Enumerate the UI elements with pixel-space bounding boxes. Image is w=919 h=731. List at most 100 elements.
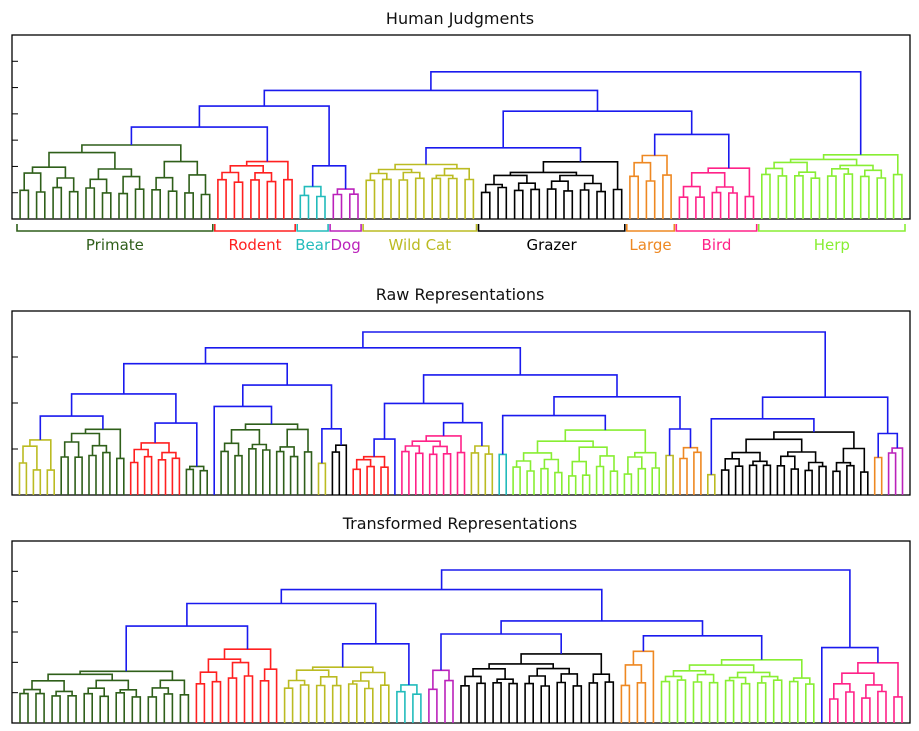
dendrogram-link [245, 160, 289, 180]
dendrogram-link [818, 465, 827, 495]
dendrogram-link [380, 466, 389, 495]
dendrogram-link [632, 650, 655, 723]
dendrogram-link [524, 682, 534, 723]
dendrogram-link [682, 185, 701, 198]
dendrogram-link [540, 685, 550, 723]
dendrogram-link [366, 465, 375, 495]
dendrogram-link [568, 475, 577, 495]
dendrogram-link [315, 684, 326, 723]
dendrogram-link [861, 697, 871, 723]
group-label: Primate [86, 236, 144, 254]
dendrogram-link [262, 449, 271, 495]
dendrogram-link [846, 464, 855, 495]
dendrogram-link [200, 193, 211, 219]
group-bracket [757, 224, 906, 232]
dendrogram-link [476, 682, 486, 723]
dendrogram-link [67, 695, 77, 723]
dendrogram-link [51, 695, 61, 723]
dendrogram-link [56, 177, 75, 192]
dendrogram-link [728, 192, 738, 219]
dendrogram-link [596, 190, 606, 219]
dendrogram-link [497, 186, 508, 219]
dendrogram-link [18, 462, 28, 495]
dendrogram-link [60, 456, 69, 495]
dendrogram-link [289, 455, 299, 495]
group-label: Dog [330, 236, 360, 254]
dendrogram-link [832, 470, 841, 495]
dendrogram-link [512, 466, 521, 495]
dendrogram-link [199, 469, 208, 495]
cluster-link [362, 331, 826, 398]
dendrogram-link [744, 195, 755, 219]
dendrogram-link [581, 474, 591, 495]
group-bracket [362, 224, 478, 232]
dendrogram-link [89, 178, 108, 193]
dendrogram-link [220, 450, 229, 495]
dendrogram-link [708, 681, 719, 723]
dendrogram-link [211, 680, 222, 723]
dendrogram-link [528, 675, 546, 686]
dendrogram-link [85, 187, 96, 219]
dendrogram-link [19, 692, 29, 723]
dendrogram-link [761, 173, 771, 219]
dendrogram-link [303, 451, 313, 495]
cluster-link [186, 602, 377, 644]
dendrogram-link [776, 465, 786, 495]
dendrogram-link [115, 692, 125, 723]
dendrogram-link [22, 445, 38, 470]
dendrogram-link [35, 692, 45, 723]
dendrogram-link [599, 455, 615, 472]
dendrogram-link [893, 696, 903, 723]
dendrogram-link [572, 685, 583, 723]
dendrogram-link [464, 178, 475, 219]
dendrogram-link [444, 679, 454, 723]
dendrogram-link [456, 451, 466, 495]
dendrogram-link [805, 683, 815, 723]
dendrogram-link [179, 694, 190, 723]
cluster-link [263, 89, 599, 112]
dendrogram-link [263, 668, 278, 723]
cluster-link [430, 71, 862, 155]
dendrogram-link [731, 451, 761, 462]
dendrogram-link [447, 177, 458, 219]
dendrogram-link [414, 177, 425, 219]
dendrogram-link [116, 457, 125, 495]
dendrogram-link [35, 191, 46, 219]
dendrogram-link [620, 684, 631, 723]
dendrogram-link [331, 684, 342, 723]
cluster-link [422, 374, 618, 404]
dendrogram-link [140, 442, 170, 453]
dendrogram-link [563, 190, 574, 219]
dendrogram-link [157, 459, 167, 495]
dendrogram-link [651, 467, 660, 495]
dendrogram-link [365, 179, 376, 219]
group-label: Grazer [526, 236, 577, 254]
group-bracket [626, 224, 676, 232]
dendrogram-link [777, 175, 788, 219]
dendrogram-link [29, 439, 52, 471]
dendrogram-link [396, 690, 406, 723]
dendrogram-link [679, 457, 688, 495]
dendrogram-link [693, 451, 702, 495]
group-bracket [214, 224, 296, 232]
dendrogram-link [283, 178, 293, 219]
dendrogram-link [230, 429, 261, 445]
group-bracket [477, 224, 626, 232]
dendrogram-link [794, 175, 804, 219]
dendrogram-link [167, 190, 178, 219]
dendrogram-link [266, 180, 277, 219]
dendrogram-link [843, 173, 854, 219]
dendrogram-link [347, 683, 358, 723]
group-labels-human: Primate Rodent Bear Dog Wild Cat Grazer Large B… [16, 224, 906, 254]
dendrogram-link [560, 673, 579, 686]
dendrogram-link [740, 682, 751, 723]
dendrogram-link [91, 444, 108, 456]
cluster-link [553, 396, 681, 429]
dendrogram-link [720, 659, 803, 679]
dendrogram-link [641, 154, 668, 176]
dendrogram-link [19, 189, 30, 219]
dendrogram-link [319, 676, 338, 686]
dendrogram-link [355, 458, 372, 470]
dendrogram-link [662, 174, 672, 219]
panel-title-transformed: Transformed Representations [342, 514, 578, 533]
